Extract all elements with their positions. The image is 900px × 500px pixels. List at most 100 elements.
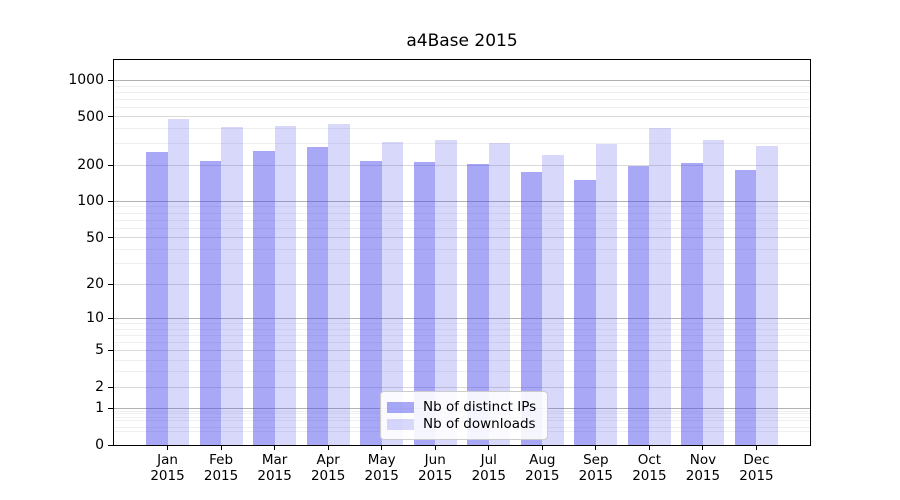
x-tick-label-oct: Oct 2015: [621, 452, 677, 484]
x-tick-label-sep: Sep 2015: [568, 452, 624, 484]
minor-gridline: [114, 263, 810, 265]
x-tick-year: 2015: [578, 468, 614, 484]
legend-label-downloads: Nb of downloads: [423, 416, 536, 432]
bar-downloads-may: [381, 141, 404, 445]
x-tick-year: 2015: [471, 468, 506, 484]
x-tick-label-jan: Jan 2015: [140, 452, 196, 484]
minor-gridline: [114, 206, 810, 208]
y-axis-tick: [108, 164, 113, 166]
minor-gridline: [114, 248, 810, 250]
x-tick-label-nov: Nov 2015: [675, 452, 731, 484]
y-tick-label: 2: [95, 379, 104, 396]
y-axis-tick: [108, 317, 113, 319]
bar-distinct-ips-apr: [306, 146, 329, 445]
x-tick-month: Oct: [637, 452, 662, 468]
x-tick-month: Aug: [529, 452, 556, 468]
y-axis-tick: [108, 116, 113, 118]
x-tick-month: Jul: [480, 452, 497, 468]
x-tick-month: Feb: [209, 452, 234, 468]
bar-distinct-ips-nov: [681, 162, 703, 445]
bar-distinct-ips-oct: [627, 166, 650, 445]
x-axis-tick: [488, 445, 490, 450]
chart-title: a4Base 2015: [406, 31, 518, 51]
x-axis-tick: [327, 445, 329, 450]
plot-area: Nb of distinct IPs Nb of downloads: [113, 59, 811, 446]
y-axis-tick: [108, 407, 113, 409]
x-tick-label-feb: Feb 2015: [193, 452, 249, 484]
minor-gridline: [114, 328, 810, 330]
x-tick-label-aug: Aug 2015: [514, 452, 570, 484]
x-tick-month: Nov: [689, 452, 717, 468]
bar-downloads-mar: [274, 126, 297, 445]
x-tick-month: Apr: [316, 452, 340, 468]
bar-distinct-ips-jan: [146, 152, 168, 445]
minor-gridline: [114, 227, 810, 229]
bar-distinct-ips-aug: [520, 171, 543, 445]
minor-gridline: [114, 128, 810, 130]
minor-gridline: [114, 106, 810, 108]
x-axis-tick: [595, 445, 597, 450]
major-gridline: [114, 116, 810, 118]
y-axis-tick: [108, 349, 113, 351]
y-axis-tick: [108, 237, 113, 239]
minor-gridline: [114, 85, 810, 87]
bar-downloads-dec: [756, 145, 778, 445]
x-axis-tick: [541, 445, 543, 450]
minor-gridline: [114, 98, 810, 100]
x-axis-tick: [274, 445, 276, 450]
legend-item-downloads: Nb of downloads: [387, 416, 539, 432]
bar-downloads-nov: [702, 140, 725, 445]
bar-downloads-feb: [221, 126, 243, 445]
y-tick-label: 5: [95, 342, 104, 359]
bar-distinct-ips-dec: [734, 169, 757, 445]
x-tick-year: 2015: [364, 468, 399, 484]
minor-gridline: [114, 334, 810, 336]
y-tick-label: 100: [77, 193, 104, 210]
x-axis-tick: [381, 445, 383, 450]
y-axis-tick: [108, 200, 113, 202]
x-tick-year: 2015: [150, 468, 185, 484]
major-gridline: [114, 237, 810, 239]
x-axis-tick: [220, 445, 222, 450]
minor-gridline: [114, 91, 810, 93]
major-gridline: [114, 164, 810, 166]
y-axis-tick: [108, 283, 113, 285]
minor-gridline: [114, 143, 810, 145]
x-tick-month: Jun: [424, 452, 446, 468]
x-tick-year: 2015: [685, 468, 721, 484]
legend-swatch-distinct-ips: [387, 401, 414, 413]
bar-distinct-ips-mar: [253, 150, 275, 445]
bar-downloads-sep: [595, 143, 618, 445]
major-gridline: [114, 349, 810, 351]
y-tick-label: 200: [77, 157, 104, 174]
x-tick-label-jun: Jun 2015: [407, 452, 463, 484]
y-tick-label: 50: [86, 229, 104, 246]
x-tick-label-mar: Mar 2015: [247, 452, 303, 484]
decade-gridline: [114, 317, 810, 319]
x-tick-label-apr: Apr 2015: [300, 452, 356, 484]
x-tick-year: 2015: [525, 468, 560, 484]
x-tick-month: May: [367, 452, 396, 468]
bar-downloads-apr: [328, 124, 350, 445]
y-axis-tick: [108, 444, 113, 446]
y-tick-label: 500: [77, 108, 104, 125]
x-tick-month: Dec: [743, 452, 770, 468]
legend-swatch-downloads: [387, 418, 414, 430]
x-axis-tick: [755, 445, 757, 450]
bar-downloads-jul: [488, 143, 511, 445]
bar-downloads-oct: [649, 127, 671, 445]
major-gridline: [114, 283, 810, 285]
minor-gridline: [114, 212, 810, 214]
minor-gridline: [114, 359, 810, 361]
bar-distinct-ips-jul: [467, 163, 489, 445]
x-axis-tick: [167, 445, 169, 450]
decade-gridline: [114, 200, 810, 202]
x-tick-label-jul: Jul 2015: [461, 452, 517, 484]
y-tick-label: 1: [95, 400, 104, 417]
x-tick-year: 2015: [203, 468, 239, 484]
decade-gridline: [114, 79, 810, 81]
legend-item-distinct-ips: Nb of distinct IPs: [387, 399, 539, 415]
y-axis-tick: [108, 386, 113, 388]
x-tick-year: 2015: [418, 468, 453, 484]
